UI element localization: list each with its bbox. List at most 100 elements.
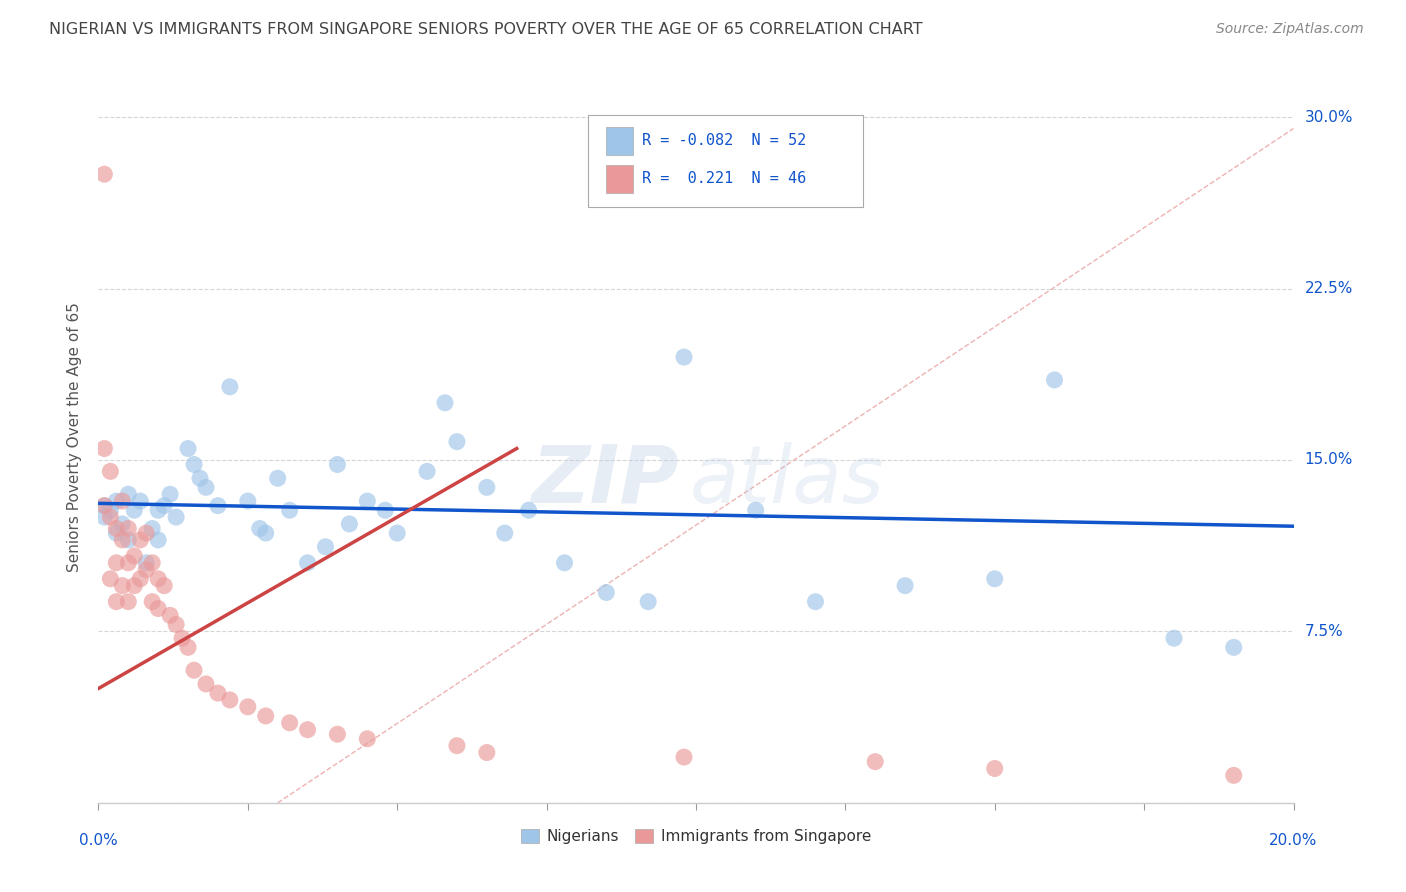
- Point: [865, 755, 887, 769]
- Point: [236, 699, 259, 714]
- Point: [326, 458, 349, 472]
- Text: R =  0.221  N = 46: R = 0.221 N = 46: [643, 171, 807, 186]
- Point: [172, 632, 194, 646]
- Point: [93, 499, 115, 513]
- Point: [117, 556, 139, 570]
- Point: [124, 549, 146, 563]
- Point: [177, 442, 200, 456]
- Point: [148, 533, 170, 547]
- Point: [356, 731, 378, 746]
- Point: [105, 521, 128, 535]
- Y-axis label: Seniors Poverty Over the Age of 65: Seniors Poverty Over the Age of 65: [67, 302, 83, 572]
- Point: [111, 579, 134, 593]
- Point: [446, 434, 468, 449]
- Point: [1223, 768, 1246, 782]
- Point: [297, 723, 319, 737]
- Point: [93, 167, 115, 181]
- Text: 22.5%: 22.5%: [1305, 281, 1353, 296]
- Point: [517, 503, 540, 517]
- Point: [98, 503, 122, 517]
- Point: [111, 516, 134, 531]
- Point: [236, 494, 259, 508]
- Point: [446, 739, 468, 753]
- Legend: Nigerians, Immigrants from Singapore: Nigerians, Immigrants from Singapore: [515, 822, 877, 850]
- Point: [494, 526, 516, 541]
- Point: [111, 533, 134, 547]
- Text: NIGERIAN VS IMMIGRANTS FROM SINGAPORE SENIORS POVERTY OVER THE AGE OF 65 CORRELA: NIGERIAN VS IMMIGRANTS FROM SINGAPORE SE…: [49, 22, 922, 37]
- Point: [117, 521, 139, 535]
- Point: [475, 480, 498, 494]
- Point: [745, 503, 768, 517]
- Point: [159, 608, 181, 623]
- Point: [267, 471, 290, 485]
- Point: [129, 533, 152, 547]
- Point: [141, 595, 163, 609]
- Point: [195, 677, 218, 691]
- Point: [254, 709, 277, 723]
- Point: [183, 458, 205, 472]
- Point: [356, 494, 378, 508]
- Point: [135, 563, 157, 577]
- Point: [434, 396, 457, 410]
- Point: [254, 526, 277, 541]
- Point: [117, 595, 139, 609]
- Point: [249, 521, 271, 535]
- Point: [124, 503, 146, 517]
- Point: [326, 727, 349, 741]
- Point: [673, 750, 696, 764]
- Point: [984, 762, 1007, 776]
- Point: [117, 487, 139, 501]
- Point: [297, 556, 319, 570]
- FancyBboxPatch shape: [589, 115, 863, 207]
- Point: [148, 503, 170, 517]
- Text: 30.0%: 30.0%: [1305, 110, 1353, 125]
- Point: [804, 595, 827, 609]
- Point: [894, 579, 917, 593]
- Point: [111, 494, 134, 508]
- Text: 20.0%: 20.0%: [1270, 833, 1317, 848]
- Point: [1163, 632, 1185, 646]
- Point: [148, 601, 170, 615]
- Point: [475, 746, 498, 760]
- Point: [98, 464, 122, 478]
- Point: [165, 510, 187, 524]
- Point: [219, 380, 242, 394]
- Point: [135, 526, 157, 541]
- Point: [385, 526, 409, 541]
- Point: [219, 693, 242, 707]
- Point: [141, 556, 163, 570]
- Point: [278, 503, 301, 517]
- Point: [129, 572, 152, 586]
- Point: [98, 572, 122, 586]
- Point: [153, 579, 176, 593]
- Point: [159, 487, 181, 501]
- Point: [339, 516, 361, 531]
- Point: [195, 480, 218, 494]
- Point: [374, 503, 396, 517]
- Text: R = -0.082  N = 52: R = -0.082 N = 52: [643, 133, 807, 148]
- Point: [105, 595, 128, 609]
- Text: Source: ZipAtlas.com: Source: ZipAtlas.com: [1216, 22, 1364, 37]
- Point: [93, 442, 115, 456]
- Point: [117, 533, 139, 547]
- Point: [554, 556, 576, 570]
- Point: [141, 521, 163, 535]
- Point: [278, 715, 301, 730]
- Text: 0.0%: 0.0%: [79, 833, 118, 848]
- Text: atlas: atlas: [690, 442, 884, 520]
- Point: [124, 579, 146, 593]
- Point: [105, 526, 128, 541]
- Point: [984, 572, 1007, 586]
- Point: [93, 510, 115, 524]
- Point: [1223, 640, 1246, 655]
- Bar: [606, 127, 633, 154]
- Point: [177, 640, 200, 655]
- Point: [93, 499, 115, 513]
- Point: [135, 556, 157, 570]
- Point: [105, 494, 128, 508]
- Point: [183, 663, 205, 677]
- Point: [148, 572, 170, 586]
- Point: [1043, 373, 1066, 387]
- Point: [153, 499, 176, 513]
- Point: [416, 464, 439, 478]
